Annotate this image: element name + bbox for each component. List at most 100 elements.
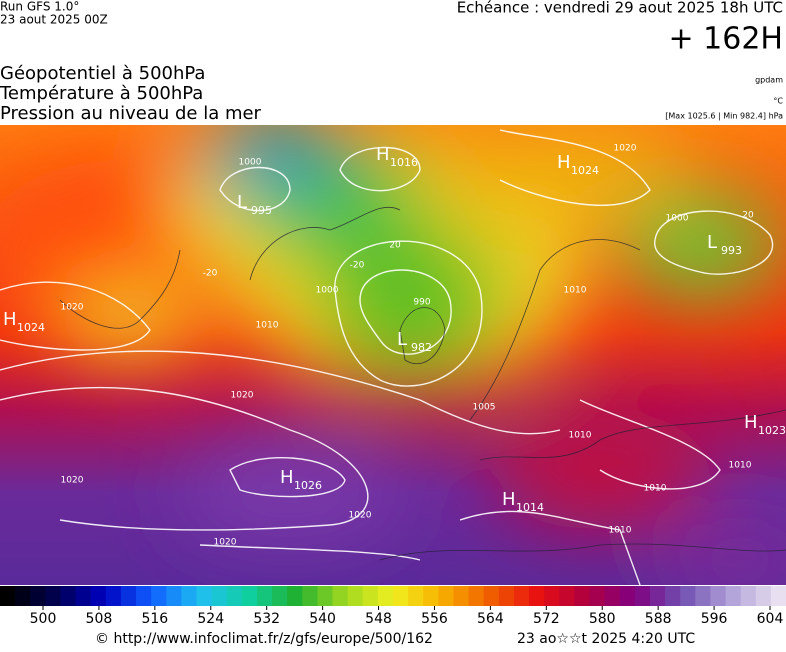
colorbar-label: 596 — [701, 611, 728, 627]
footer-time: 23 ao☆☆t 2025 4:20 UTC — [517, 631, 695, 647]
colorbar-label: 500 — [30, 611, 57, 627]
unit: °C — [773, 97, 783, 106]
colorbar-swatch — [649, 586, 666, 606]
contour-label: 20 — [742, 211, 754, 221]
center-type: H — [502, 489, 516, 510]
center-type: L — [237, 192, 247, 213]
lead-time: + 162H — [669, 22, 784, 57]
colorbar-swatch — [710, 586, 727, 606]
center-value: 1026 — [294, 479, 322, 492]
colorbar-swatch — [75, 586, 92, 606]
contour-label: 1020 — [214, 538, 237, 548]
colorbar-label: 564 — [477, 611, 504, 627]
colorbar-swatch — [468, 586, 485, 606]
contour-label: 1020 — [349, 511, 372, 521]
center-type: L — [397, 329, 407, 350]
contour-label: 1010 — [729, 461, 752, 471]
center-type: H — [557, 152, 571, 173]
colorbar-label: 572 — [533, 611, 560, 627]
colorbar-swatch — [332, 586, 349, 606]
center-value: 995 — [251, 204, 272, 217]
center-value: 1023 — [758, 424, 786, 437]
center-value: 982 — [411, 341, 432, 354]
colorbar-swatch — [498, 586, 515, 606]
contour-label: 1010 — [569, 431, 592, 441]
colorbar-swatch — [60, 586, 77, 606]
colorbar-swatch — [347, 586, 364, 606]
contour-label: 1000 — [316, 286, 339, 296]
colorbar-swatch — [256, 586, 273, 606]
contour-label: 1020 — [61, 476, 84, 486]
contour-label: 1010 — [564, 286, 587, 296]
contour-label: 1020 — [231, 391, 254, 401]
colorbar-label: 532 — [253, 611, 280, 627]
colorbar-label: 524 — [197, 611, 224, 627]
colorbar-swatch — [120, 586, 137, 606]
colorbar-swatch — [15, 586, 31, 606]
field — [0, 125, 786, 585]
run: Run GFS 1.0° — [0, 0, 79, 14]
colorbar-swatch — [665, 586, 681, 606]
contour-label: 1000 — [239, 158, 262, 168]
colorbar-label: 508 — [86, 611, 113, 627]
colorbar-swatch — [725, 586, 742, 606]
center-value: 1024 — [17, 321, 45, 334]
field-name: Géopotentiel à 500hPa — [0, 63, 205, 84]
colorbar-swatch — [634, 586, 651, 606]
colorbar-swatch — [362, 586, 379, 606]
contour-label: 1010 — [644, 484, 667, 494]
colorbar-swatch — [619, 586, 636, 606]
colorbar-swatch — [30, 586, 46, 606]
colorbar-swatch — [136, 586, 152, 606]
colorbar-swatch — [317, 586, 334, 606]
colorbar-label: 588 — [645, 611, 672, 627]
colorbar-swatch — [393, 586, 409, 606]
colorbar-swatch — [740, 586, 757, 606]
echeance: Echéance : vendredi 29 aout 2025 18h UTC — [457, 0, 783, 17]
colorbar-swatch — [151, 586, 167, 606]
contour-label: -20 — [350, 261, 365, 271]
contour-label: -20 — [203, 269, 218, 279]
colorbar-label: 540 — [309, 611, 336, 627]
colorbar-swatch — [241, 586, 258, 606]
colorbar-swatch — [302, 586, 318, 606]
center-type: L — [707, 232, 717, 253]
contour-label: 990 — [413, 298, 430, 308]
colorbar-swatch — [0, 586, 16, 606]
colorbar-swatch — [211, 586, 228, 606]
center-type: H — [3, 309, 17, 330]
colorbar-swatch — [438, 586, 454, 606]
center-value: 1024 — [571, 164, 599, 177]
colorbar-swatch — [589, 586, 606, 606]
field-name: Température à 500hPa — [0, 83, 203, 104]
colorbar-swatch — [529, 586, 545, 606]
colorbar-swatch — [695, 586, 711, 606]
colorbar-swatch — [272, 586, 288, 606]
colorbar-label: 516 — [141, 611, 168, 627]
center-value: 993 — [721, 244, 742, 257]
footer-url: © http://www.infoclimat.fr/z/gfs/europe/… — [95, 631, 433, 647]
contour-label: 20 — [389, 241, 401, 251]
center-value: 1016 — [390, 156, 418, 169]
colorbar-swatch — [181, 586, 197, 606]
colorbar-swatch — [166, 586, 182, 606]
colorbar-swatch — [483, 586, 500, 606]
contour-label: 1005 — [473, 403, 496, 413]
colorbar-swatch — [513, 586, 530, 606]
colorbar-swatch — [559, 586, 575, 606]
colorbar-label: 580 — [589, 611, 616, 627]
center-type: H — [744, 412, 758, 433]
colorbar-swatch — [196, 586, 213, 606]
coastlines — [59, 206, 786, 561]
colorbar-swatch — [574, 586, 590, 606]
center-type: H — [280, 467, 294, 488]
colorbar-swatch — [408, 586, 424, 606]
colorbar-swatch — [226, 586, 243, 606]
isobars — [0, 129, 774, 585]
colorbar-swatch — [770, 586, 786, 606]
colorbar-swatch — [105, 586, 122, 606]
colorbar-label: 548 — [365, 611, 392, 627]
colorbar-swatch — [755, 586, 772, 606]
